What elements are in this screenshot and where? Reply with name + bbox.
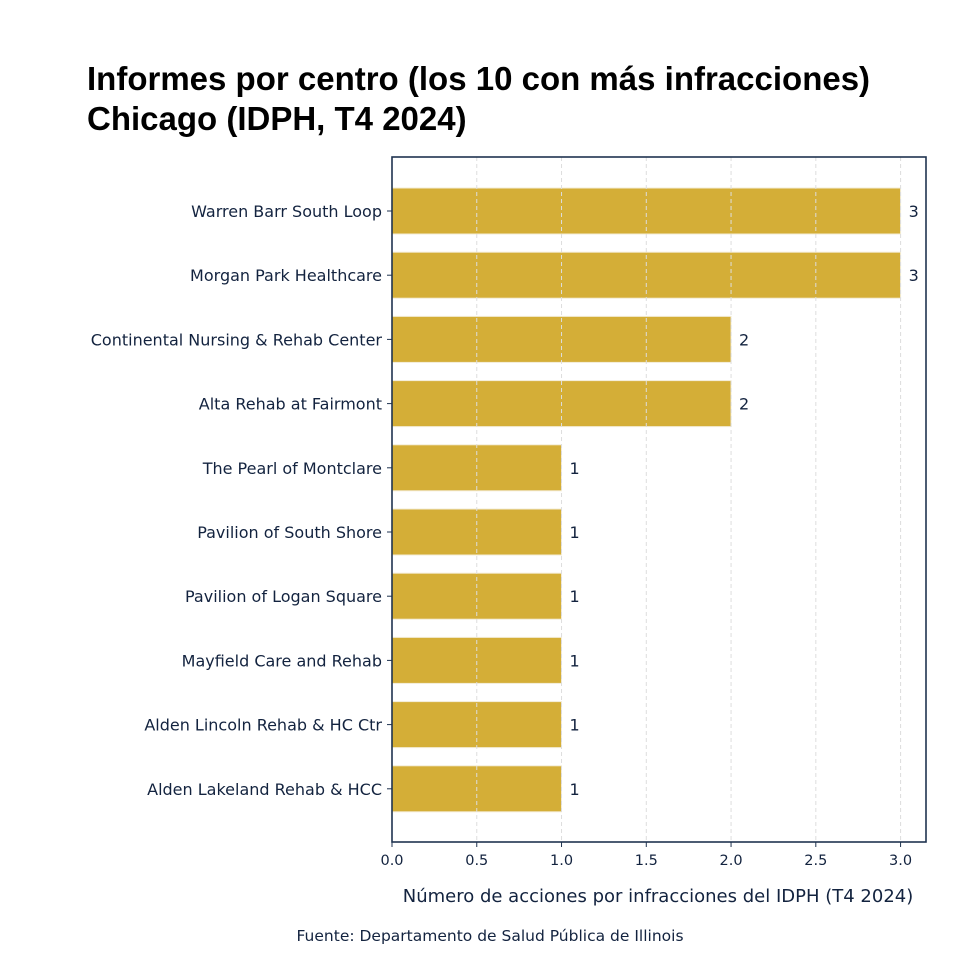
chart-title-line-1: Informes por centro (los 10 con más infr… bbox=[87, 60, 870, 97]
x-tick-label: 1.0 bbox=[550, 853, 573, 869]
data-label: 3 bbox=[909, 202, 919, 221]
data-label: 1 bbox=[570, 587, 580, 606]
plot-frame bbox=[391, 156, 927, 843]
x-axis-label: Número de acciones por infracciones del … bbox=[403, 886, 914, 907]
data-label: 1 bbox=[570, 459, 580, 478]
y-tick-label: The Pearl of Montclare bbox=[202, 459, 382, 478]
x-tick-label: 2.5 bbox=[804, 853, 827, 869]
y-tick-label: Alta Rehab at Fairmont bbox=[199, 395, 382, 414]
data-label: 2 bbox=[739, 395, 749, 414]
x-tick-label: 3.0 bbox=[889, 853, 912, 869]
y-tick-label: Morgan Park Healthcare bbox=[190, 266, 382, 285]
x-tick-label: 0.5 bbox=[465, 853, 488, 869]
data-label: 1 bbox=[570, 716, 580, 735]
data-label: 1 bbox=[570, 651, 580, 670]
y-tick-label: Alden Lakeland Rehab & HCC bbox=[147, 780, 382, 799]
y-tick-label: Warren Barr South Loop bbox=[191, 202, 382, 221]
y-tick-label: Pavilion of Logan Square bbox=[185, 587, 382, 606]
data-label: 1 bbox=[570, 523, 580, 542]
data-label: 3 bbox=[909, 266, 919, 285]
x-tick-label: 0.0 bbox=[380, 853, 403, 869]
data-label: 1 bbox=[570, 780, 580, 799]
chart-title-line-2: Chicago (IDPH, T4 2024) bbox=[87, 100, 467, 137]
y-tick-label: Mayfield Care and Rehab bbox=[182, 651, 382, 670]
y-tick-label: Alden Lincoln Rehab & HC Ctr bbox=[144, 716, 382, 735]
y-tick-label: Continental Nursing & Rehab Center bbox=[91, 330, 383, 349]
data-label: 2 bbox=[739, 330, 749, 349]
x-tick-label: 1.5 bbox=[635, 853, 658, 869]
y-tick-label: Pavilion of South Shore bbox=[197, 523, 382, 542]
x-tick-label: 2.0 bbox=[720, 853, 743, 869]
source-note: Fuente: Departamento de Salud Pública de… bbox=[296, 927, 683, 945]
